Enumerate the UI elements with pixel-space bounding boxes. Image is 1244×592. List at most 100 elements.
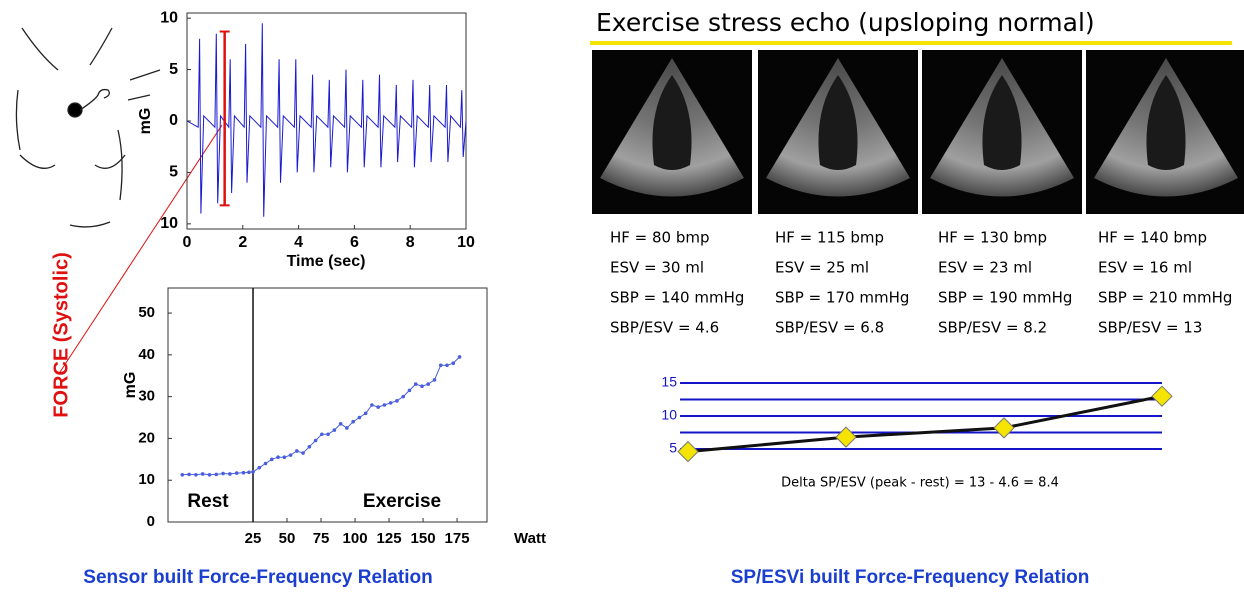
data-point: [180, 472, 185, 477]
x-tick-label: 125: [377, 530, 402, 547]
x-tick-label: 2: [238, 234, 247, 251]
plot-frame: [167, 287, 488, 523]
echo-value: SBP = 170 mmHg: [775, 289, 909, 307]
annotation: Exercise: [363, 491, 441, 512]
data-point: [426, 382, 431, 386]
echo-value: SBP/ESV = 13: [1098, 319, 1202, 337]
data-point: [413, 382, 418, 386]
echo-value: ESV = 25 ml: [775, 259, 869, 277]
y-tick-label: 5: [169, 164, 178, 181]
echo-cavity: [1146, 75, 1186, 170]
y-tick-label: 10: [160, 9, 178, 26]
echo-value: HF = 80 bmp: [610, 229, 710, 247]
data-point: [395, 399, 399, 403]
y-tick-label: 0: [147, 513, 155, 530]
data-point: [257, 465, 262, 470]
data-point: [263, 461, 268, 466]
x-tick-label: 50: [279, 530, 296, 547]
data-point: [200, 472, 205, 476]
x-axis-label: Watt: [514, 530, 546, 547]
data-point: [187, 472, 191, 477]
data-point: [282, 455, 287, 460]
data-point: [351, 419, 355, 424]
x-tick-label: 8: [406, 234, 415, 251]
x-tick-label: 10: [457, 234, 475, 251]
echo-value: ESV = 23 ml: [938, 259, 1032, 277]
x-tick-label: 0: [183, 234, 192, 251]
data-point: [370, 403, 374, 407]
y-tick-label: 20: [138, 429, 155, 446]
data-point: [401, 394, 406, 399]
data-point: [221, 471, 225, 476]
y-axis-label: mG: [122, 372, 139, 399]
data-point: [363, 411, 368, 416]
data-point: [247, 470, 251, 475]
data-point: [234, 471, 239, 475]
data-line: [687, 394, 1163, 454]
data-point: [307, 444, 312, 449]
data-point: [993, 417, 1015, 439]
data-line: [182, 356, 460, 476]
force-label: FORCE (Systolic): [50, 252, 72, 418]
data-point: [326, 432, 330, 437]
data-point: [320, 432, 324, 437]
data-point: [376, 405, 380, 409]
y-tick-label: 50: [138, 304, 155, 321]
annotation: Delta SP/ESV (peak - rest) = 13 - 4.6 = …: [781, 476, 1059, 491]
echo-value: SBP/ESV = 8.2: [938, 319, 1047, 337]
y-tick-label: 30: [138, 388, 155, 405]
left-caption: Sensor built Force-Frequency Relation: [83, 567, 432, 588]
echo-cavity: [982, 75, 1022, 170]
data-point: [1151, 385, 1173, 407]
data-point: [382, 403, 387, 407]
y-tick-label: 15: [661, 374, 677, 390]
x-tick-label: 25: [245, 530, 262, 547]
data-point: [457, 355, 462, 359]
data-line: [186, 23, 467, 217]
y-axis-label: mG: [137, 108, 154, 135]
echo-cavity: [818, 75, 858, 170]
x-tick-label: 175: [445, 530, 470, 547]
echo-value: HF = 140 bmp: [1098, 229, 1207, 247]
data-point: [301, 451, 305, 455]
data-point: [241, 470, 246, 475]
x-tick-label: 75: [313, 530, 330, 547]
y-tick-label: 10: [160, 215, 178, 232]
x-tick-label: 100: [343, 530, 368, 547]
echo-value: HF = 130 bmp: [938, 229, 1047, 247]
data-point: [388, 401, 393, 405]
echo-value: SBP/ESV = 6.8: [775, 319, 884, 337]
echo-value: ESV = 16 ml: [1098, 259, 1192, 277]
y-tick-label: 40: [138, 346, 155, 363]
x-tick-label: 150: [411, 530, 436, 547]
data-point: [432, 378, 437, 382]
data-point: [269, 457, 274, 462]
torso-sketch: [15, 27, 161, 228]
data-point: [451, 361, 456, 366]
data-point: [313, 438, 318, 443]
data-point: [420, 384, 424, 388]
data-point: [276, 455, 280, 460]
x-tick-label: 4: [294, 234, 303, 251]
x-tick-label: 6: [350, 234, 359, 251]
x-axis-label: Time (sec): [287, 253, 366, 270]
echo-value: SBP = 210 mmHg: [1098, 289, 1232, 307]
y-tick-label: 10: [138, 471, 155, 488]
connector-line: [59, 124, 223, 373]
data-point: [251, 470, 255, 474]
data-point: [214, 472, 219, 477]
data-point: [288, 453, 293, 457]
data-point: [207, 472, 212, 477]
data-point: [338, 422, 343, 426]
echo-value: SBP = 140 mmHg: [610, 289, 744, 307]
right-caption: SP/ESVi built Force-Frequency Relation: [731, 567, 1090, 588]
data-point: [677, 440, 699, 463]
data-point: [835, 426, 857, 448]
annotation: Rest: [187, 491, 229, 512]
data-point: [357, 415, 362, 420]
echo-cavity: [652, 75, 692, 170]
echo-value: ESV = 30 ml: [610, 259, 704, 277]
echo-value: SBP = 190 mmHg: [938, 289, 1072, 307]
echo-value: SBP/ESV = 4.6: [610, 319, 719, 337]
